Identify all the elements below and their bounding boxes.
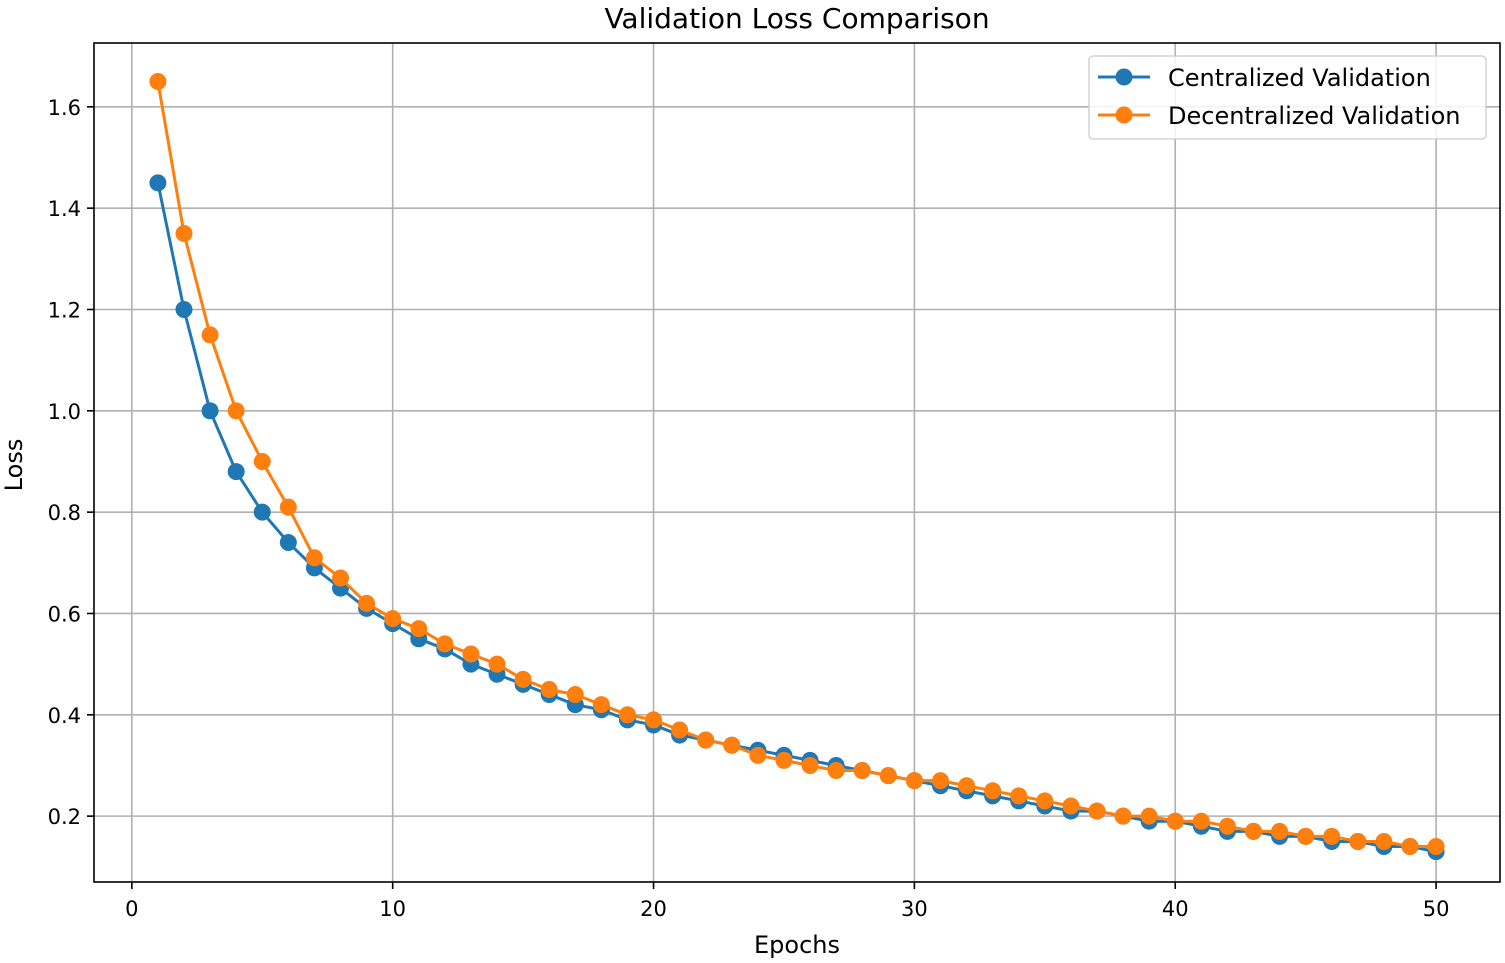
data-point-decentralized-validation bbox=[984, 782, 1002, 800]
legend: Centralized Validation Decentralized Val… bbox=[1088, 55, 1487, 140]
data-point-centralized-validation bbox=[279, 534, 297, 552]
chart-title: Validation Loss Comparison bbox=[604, 2, 989, 35]
data-point-decentralized-validation bbox=[697, 731, 715, 749]
data-point-decentralized-validation bbox=[1062, 797, 1080, 815]
data-point-decentralized-validation bbox=[1036, 792, 1054, 810]
data-point-decentralized-validation bbox=[358, 594, 376, 612]
data-point-decentralized-validation bbox=[1427, 838, 1445, 856]
data-point-decentralized-validation bbox=[1166, 812, 1184, 830]
data-point-centralized-validation bbox=[253, 503, 271, 521]
data-point-decentralized-validation bbox=[1297, 827, 1315, 845]
data-point-decentralized-validation bbox=[305, 549, 323, 567]
x-tick-label: 50 bbox=[1423, 897, 1450, 921]
data-point-decentralized-validation bbox=[227, 402, 245, 420]
data-point-decentralized-validation bbox=[1271, 822, 1289, 840]
data-point-decentralized-validation bbox=[279, 498, 297, 516]
data-point-decentralized-validation bbox=[462, 645, 480, 663]
data-point-decentralized-validation bbox=[1192, 812, 1210, 830]
data-point-decentralized-validation bbox=[514, 670, 532, 688]
x-tick-label: 20 bbox=[640, 897, 667, 921]
data-point-decentralized-validation bbox=[958, 777, 976, 795]
data-point-decentralized-validation bbox=[540, 680, 558, 698]
y-tick-label: 0.8 bbox=[48, 501, 81, 525]
x-tick-label: 30 bbox=[901, 897, 928, 921]
series-layer bbox=[149, 73, 1445, 861]
plot-frame bbox=[93, 42, 1501, 883]
data-point-decentralized-validation bbox=[827, 762, 845, 780]
data-point-decentralized-validation bbox=[1244, 822, 1262, 840]
legend-box bbox=[1088, 55, 1487, 140]
y-tick-label: 0.6 bbox=[48, 602, 81, 626]
data-point-decentralized-validation bbox=[905, 772, 923, 790]
x-tick-label: 40 bbox=[1162, 897, 1189, 921]
data-point-decentralized-validation bbox=[1349, 832, 1367, 850]
data-point-decentralized-validation bbox=[749, 746, 767, 764]
x-axis-label: Epochs bbox=[754, 931, 840, 959]
legend-label-decentralized: Decentralized Validation bbox=[1168, 102, 1460, 130]
series-centralized-validation bbox=[149, 174, 1445, 861]
data-point-decentralized-validation bbox=[775, 751, 793, 769]
y-tick-label: 1.0 bbox=[48, 400, 81, 424]
data-point-decentralized-validation bbox=[1140, 807, 1158, 825]
data-point-decentralized-validation bbox=[332, 569, 350, 587]
y-tick-label: 1.6 bbox=[48, 96, 81, 120]
series-line-centralized-validation bbox=[156, 182, 1437, 854]
legend-label-centralized: Centralized Validation bbox=[1168, 64, 1431, 92]
data-point-decentralized-validation bbox=[384, 610, 402, 628]
data-point-decentralized-validation bbox=[592, 696, 610, 714]
axis-ticks: 0 10 20 30 40 50 0.2 0.4 0.6 0.8 1.0 1.2 1.4 1.6 bbox=[48, 96, 1450, 921]
data-point-decentralized-validation bbox=[671, 721, 689, 739]
y-tick-label: 1.4 bbox=[48, 197, 81, 221]
data-point-centralized-validation bbox=[201, 402, 219, 420]
data-point-decentralized-validation bbox=[1114, 807, 1132, 825]
data-point-decentralized-validation bbox=[1323, 827, 1341, 845]
data-point-decentralized-validation bbox=[1375, 832, 1393, 850]
data-point-decentralized-validation bbox=[566, 686, 584, 704]
data-point-decentralized-validation bbox=[931, 772, 949, 790]
data-point-decentralized-validation bbox=[175, 224, 193, 242]
data-point-decentralized-validation bbox=[488, 655, 506, 673]
data-point-decentralized-validation bbox=[253, 452, 271, 470]
y-tick-label: 1.2 bbox=[48, 298, 81, 322]
data-point-decentralized-validation bbox=[1401, 838, 1419, 856]
series-line-decentralized-validation bbox=[156, 81, 1437, 849]
legend-marker-centralized bbox=[1115, 68, 1133, 86]
y-tick-label: 0.2 bbox=[48, 805, 81, 829]
legend-marker-decentralized bbox=[1115, 106, 1133, 124]
x-tick-label: 0 bbox=[125, 897, 138, 921]
data-point-decentralized-validation bbox=[1010, 787, 1028, 805]
data-point-decentralized-validation bbox=[801, 756, 819, 774]
data-point-decentralized-validation bbox=[1218, 817, 1236, 835]
x-tick-label: 10 bbox=[379, 897, 406, 921]
data-point-centralized-validation bbox=[227, 463, 245, 481]
data-point-decentralized-validation bbox=[618, 706, 636, 724]
data-point-centralized-validation bbox=[175, 300, 193, 318]
series-decentralized-validation bbox=[149, 73, 1445, 856]
data-point-decentralized-validation bbox=[201, 326, 219, 344]
data-point-decentralized-validation bbox=[723, 736, 741, 754]
data-point-decentralized-validation bbox=[436, 635, 454, 653]
data-point-decentralized-validation bbox=[149, 73, 167, 91]
y-tick-label: 0.4 bbox=[48, 704, 81, 728]
data-point-decentralized-validation bbox=[1088, 802, 1106, 820]
data-point-centralized-validation bbox=[149, 174, 167, 192]
data-point-decentralized-validation bbox=[879, 767, 897, 785]
data-point-decentralized-validation bbox=[410, 620, 428, 638]
data-point-decentralized-validation bbox=[853, 762, 871, 780]
data-point-decentralized-validation bbox=[645, 711, 663, 729]
y-axis-label: Loss bbox=[0, 439, 28, 492]
grid bbox=[94, 43, 1500, 882]
